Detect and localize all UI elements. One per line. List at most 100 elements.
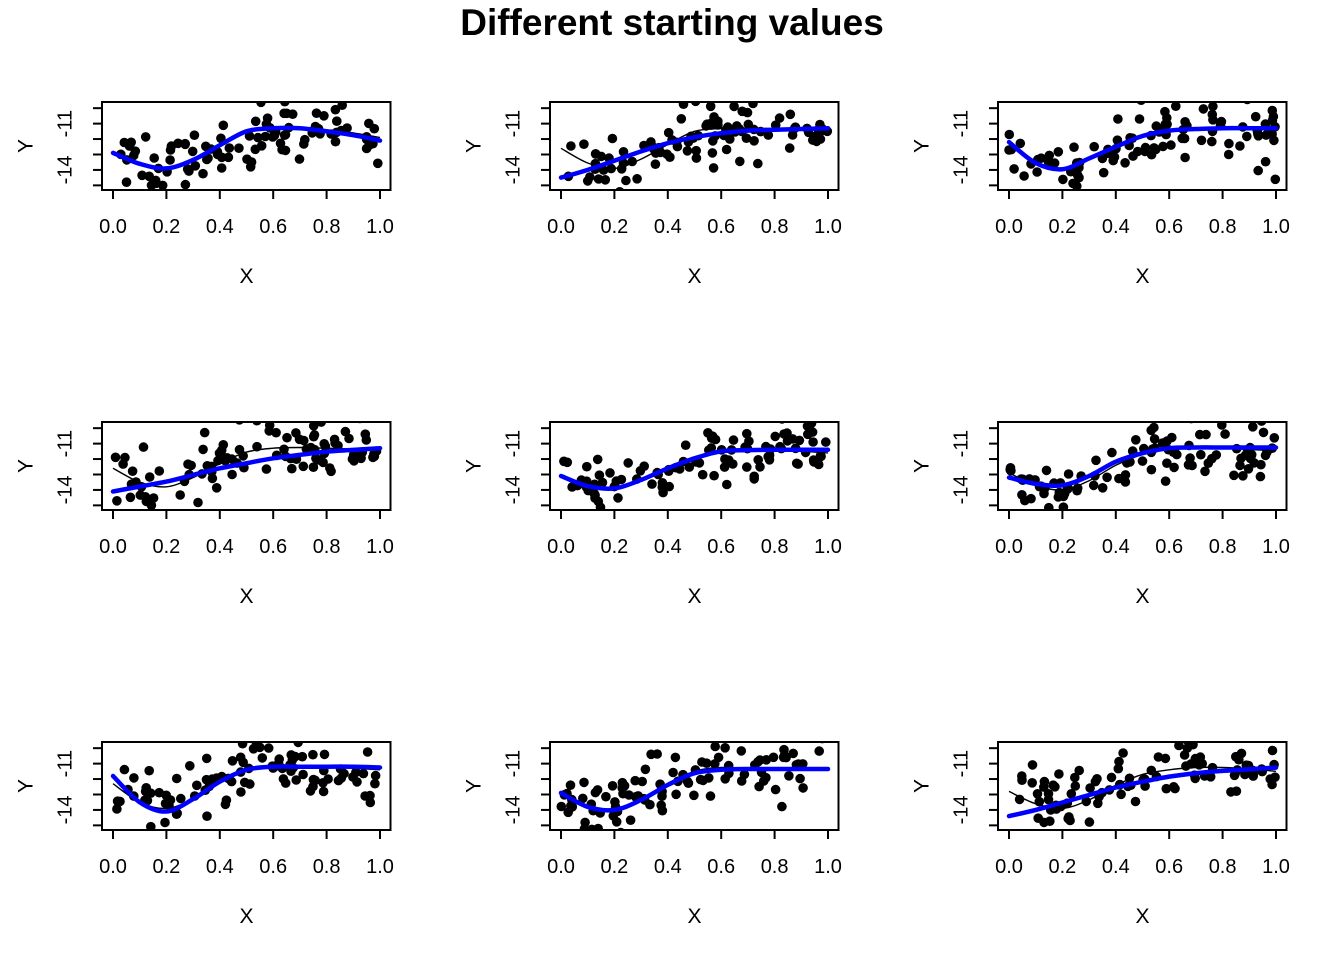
- scatter-points: [556, 742, 826, 842]
- data-point: [749, 136, 759, 146]
- data-point: [154, 466, 165, 476]
- data-point: [590, 149, 601, 159]
- data-point: [1136, 102, 1146, 105]
- data-point: [1009, 164, 1019, 174]
- data-point: [768, 752, 779, 763]
- data-point: [318, 457, 328, 468]
- data-point: [201, 753, 212, 764]
- data-point: [1056, 831, 1066, 841]
- data-point: [680, 440, 691, 450]
- data-point: [112, 496, 122, 506]
- data-point: [1039, 488, 1049, 499]
- data-point: [318, 786, 329, 797]
- x-tick-label: 0.2: [152, 536, 180, 558]
- data-point: [608, 811, 619, 821]
- data-point: [264, 422, 275, 431]
- data-point: [112, 796, 123, 806]
- x-tick-label: 0.4: [654, 536, 682, 558]
- data-point: [1058, 502, 1069, 510]
- data-point: [729, 102, 739, 112]
- data-point: [185, 761, 195, 771]
- data-point: [281, 108, 292, 119]
- data-point: [770, 784, 781, 795]
- subplot-row2-col2: 0.0 0.2 0.4 0.6 0.8 1.0 -14 -11 X Y: [448, 320, 896, 640]
- data-point: [785, 109, 796, 120]
- x-axis-title: X: [687, 585, 701, 608]
- data-point: [148, 493, 159, 503]
- x-tick-label: 1.0: [1262, 216, 1290, 238]
- data-point: [1255, 471, 1266, 482]
- x-tick-label: 0.6: [707, 856, 735, 878]
- data-point: [1235, 141, 1245, 151]
- data-point: [657, 478, 668, 488]
- y-tick-label: -11: [54, 110, 76, 137]
- data-region: [110, 102, 383, 190]
- fitted-curve: [1006, 125, 1279, 172]
- panel-svg-row2-col1: 0.0 0.2 0.4 0.6 0.8 1.0 -14 -11 X Y: [15, 421, 394, 608]
- data-point: [1089, 141, 1099, 152]
- data-point: [618, 147, 629, 157]
- data-point: [1041, 465, 1052, 476]
- data-region: [1004, 88, 1281, 190]
- data-point: [332, 116, 342, 126]
- data-point: [1179, 750, 1190, 760]
- data-point: [1177, 133, 1187, 144]
- x-tick-label: 0.6: [259, 216, 287, 238]
- x-tick-label: 0.6: [707, 216, 735, 238]
- data-point: [1250, 111, 1261, 122]
- data-point: [1270, 174, 1281, 185]
- x-axis-title: X: [239, 265, 253, 288]
- x-tick-label: 0.0: [99, 856, 127, 878]
- y-tick-label: -14: [950, 155, 972, 184]
- data-point: [592, 785, 603, 795]
- data-point: [632, 174, 642, 184]
- x-tick-label: 0.8: [761, 856, 789, 878]
- data-point: [814, 746, 824, 756]
- data-point: [646, 137, 656, 147]
- scatter-points: [1005, 422, 1280, 510]
- data-point: [707, 148, 718, 158]
- data-point: [1240, 88, 1250, 98]
- subplot-row3-col3: 0.0 0.2 0.4 0.6 0.8 1.0 -14 -11 X Y: [896, 640, 1344, 960]
- data-point: [1132, 146, 1143, 157]
- data-point: [298, 461, 309, 472]
- subplot-row1-col3: 0.0 0.2 0.4 0.6 0.8 1.0 -14 -11 X Y: [896, 0, 1344, 320]
- data-point: [587, 824, 597, 830]
- data-point: [791, 458, 802, 469]
- data-point: [244, 131, 255, 141]
- data-point: [1045, 816, 1055, 826]
- y-tick-label: -11: [54, 430, 76, 457]
- data-point: [1074, 172, 1084, 183]
- y-axis-title: Y: [15, 459, 38, 473]
- data-point: [329, 434, 340, 445]
- data-point: [319, 749, 330, 760]
- data-point: [592, 454, 603, 465]
- x-tick-label: 0.0: [547, 856, 575, 878]
- plot-box: [549, 741, 840, 831]
- data-region: [110, 742, 383, 830]
- data-point: [348, 450, 359, 460]
- data-point: [572, 832, 582, 842]
- data-point: [1213, 92, 1223, 102]
- x-tick-label: 1.0: [814, 216, 842, 238]
- data-point: [1066, 789, 1077, 799]
- data-point: [1158, 141, 1168, 152]
- data-point: [1032, 167, 1042, 177]
- data-point: [764, 455, 775, 465]
- data-point: [1171, 102, 1181, 111]
- data-point: [721, 144, 732, 155]
- x-tick-label: 0.2: [152, 216, 180, 238]
- data-point: [256, 102, 266, 108]
- data-point: [330, 136, 341, 147]
- data-point: [593, 174, 604, 184]
- data-point: [311, 453, 321, 464]
- data-point: [214, 448, 225, 458]
- data-point: [261, 464, 272, 474]
- panel-svg-row3-col2: 0.0 0.2 0.4 0.6 0.8 1.0 -14 -11 X Y: [463, 741, 842, 928]
- data-point: [1208, 102, 1218, 112]
- y-axis-title: Y: [911, 459, 934, 473]
- data-point: [1256, 422, 1267, 426]
- plot-box: [997, 741, 1288, 831]
- data-point: [1017, 775, 1027, 785]
- x-axis-title: X: [1135, 585, 1149, 608]
